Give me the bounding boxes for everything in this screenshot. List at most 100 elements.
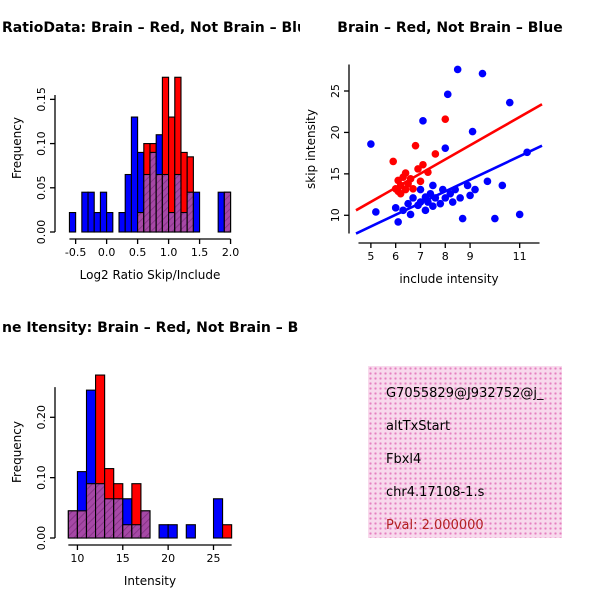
event-type-text: altTxStart [386, 419, 451, 434]
gene-id-text: G7055829@J932752@j_ [386, 386, 544, 401]
scatter-point [367, 140, 375, 148]
scatter-point [429, 181, 437, 190]
intensity-scatter-chart: 5 6 7 8 9 11 include intensity 10 15 20 25 skip int… [304, 64, 543, 286]
x-tick-label: 7 [417, 250, 424, 263]
y-tick-label: 0.20 [35, 405, 48, 430]
hist-bar-overlap [76, 510, 88, 539]
scatter-point [401, 185, 410, 194]
hist-bar-overlap [155, 173, 163, 233]
x-tick-label: -0.5 [65, 246, 86, 259]
x-axis-title: Intensity [124, 574, 176, 588]
x-tick-label: 9 [467, 250, 474, 263]
scatter-point [478, 69, 487, 78]
x-tick-label: 11 [513, 250, 527, 263]
x-tick-label: 8 [442, 250, 449, 263]
fit-line [355, 144, 543, 235]
scatter-point [443, 90, 452, 99]
hist-bar-overlap [161, 173, 170, 233]
scatter-point [505, 98, 514, 107]
location-text: chr4.17108-1.s [386, 485, 485, 500]
x-tick-label: 10 [70, 552, 84, 565]
scatter-point [436, 199, 445, 208]
x-tick-label: 5 [367, 250, 374, 263]
scatter-point [498, 181, 507, 190]
panel-gene-intensity-histogram: ne Itensity: Brain – Red, Not Brain – B … [0, 300, 300, 600]
ratio-histogram-title: RatioData: Brain – Red, Not Brain – Blu [2, 20, 300, 36]
scatter-point [456, 194, 464, 202]
x-axis-title: include intensity [399, 272, 498, 286]
x-tick-label: 15 [116, 552, 130, 565]
y-axis-title: Frequency [10, 421, 24, 483]
scatter-point [441, 144, 450, 152]
hist-bar [93, 211, 101, 233]
hist-bar [217, 191, 225, 233]
hist-bar-overlap [140, 510, 151, 539]
hist-bar-overlap [104, 498, 115, 539]
x-tick-label: 0.0 [98, 246, 116, 259]
hist-bar-overlap [85, 483, 97, 539]
x-tick-label: 1.5 [191, 246, 209, 259]
scatter-point [431, 150, 440, 158]
scatter-point [416, 185, 425, 194]
gene-info-box: G7055829@J932752@j_ altTxStart Fbxl4 chr… [368, 366, 562, 538]
scatter-point [406, 210, 415, 219]
fit-line [355, 103, 543, 212]
y-tick-label: 10 [329, 208, 342, 222]
scatter-point [372, 208, 380, 216]
x-tick-label: 0.5 [129, 246, 147, 259]
hist-bar-overlap [67, 510, 78, 539]
hist-bar-overlap [143, 173, 151, 233]
scatter-point [404, 199, 412, 208]
x-tick-label: 2.0 [222, 246, 240, 259]
y-tick-label: 0.10 [35, 131, 48, 156]
x-tick-label: 1.0 [160, 246, 178, 259]
scatter-point [401, 169, 410, 177]
hist-bar-overlap [180, 211, 188, 233]
scatter-point [389, 157, 397, 166]
y-tick-label: 15 [329, 167, 342, 181]
scatter-point [409, 184, 417, 193]
hist-bar [167, 524, 178, 539]
hist-bar-overlap [149, 151, 157, 233]
x-tick-label: 25 [207, 552, 221, 565]
x-tick-label: 20 [161, 552, 175, 565]
gene-intensity-histogram-title: ne Itensity: Brain – Red, Not Brain – B [2, 320, 299, 336]
hist-bar-overlap [186, 191, 194, 233]
hist-bar [185, 524, 196, 539]
hist-bar-overlap [223, 191, 232, 233]
x-tick-label: 6 [392, 250, 399, 263]
hist-bar-overlap [122, 524, 133, 539]
y-tick-label: 25 [329, 84, 342, 98]
scatter-point [429, 202, 437, 210]
hist-bar-overlap [174, 173, 182, 233]
hist-bar [81, 191, 89, 233]
scatter-point [471, 185, 479, 194]
gene-name-text: Fbxl4 [386, 452, 422, 467]
pval-text: Pval: 2.000000 [386, 518, 484, 533]
y-tick-label: 0.00 [35, 526, 48, 551]
panel-intensity-scatter: Brain – Red, Not Brain – Blue 5 6 7 8 9 11 inc… [300, 0, 600, 300]
hist-bar [192, 191, 201, 233]
scatter-point [441, 115, 450, 123]
scatter-point [391, 204, 400, 212]
scatter-point [421, 206, 430, 215]
scatter-point [448, 198, 457, 206]
y-axis-title: skip intensity [304, 109, 318, 189]
y-tick-label: 0.05 [35, 176, 48, 201]
hist-bar [87, 191, 95, 233]
hist-bar [222, 524, 233, 539]
hist-bar-overlap [168, 211, 176, 233]
y-tick-label: 20 [329, 125, 342, 139]
intensity-scatter-title: Brain – Red, Not Brain – Blue [337, 20, 563, 36]
hist-bar [106, 211, 114, 233]
scatter-point [411, 141, 420, 150]
x-axis-title: Log2 Ratio Skip/Include [80, 268, 221, 282]
hist-bar-overlap [131, 524, 142, 539]
y-axis-title: Frequency [10, 117, 24, 179]
scatter-point [466, 191, 474, 200]
scatter-point [409, 194, 417, 202]
hist-bar-overlap [95, 483, 106, 539]
scatter-point [419, 117, 427, 125]
y-tick-label: 0.00 [35, 220, 48, 245]
